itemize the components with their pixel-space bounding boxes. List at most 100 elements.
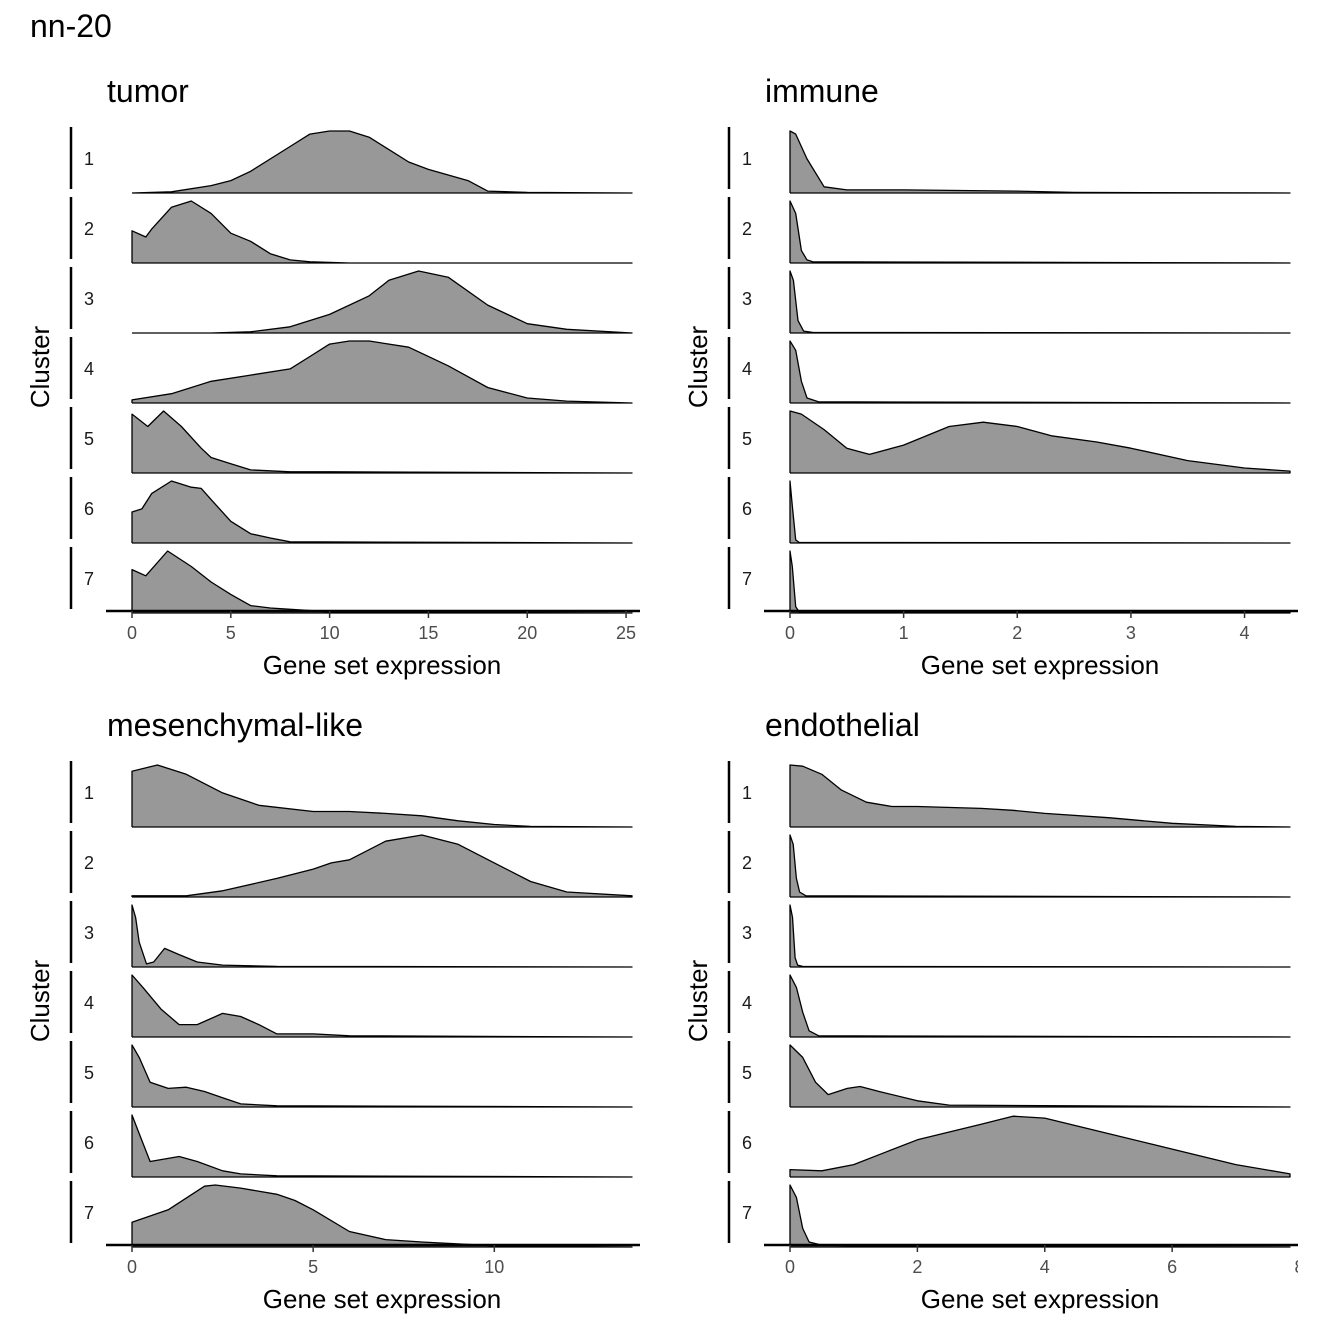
x-tick-label: 8 xyxy=(1295,1257,1298,1277)
ridge-fill-cluster-1 xyxy=(132,765,632,827)
ridge-line-cluster-2 xyxy=(789,200,1291,264)
ridge-fill-cluster-4 xyxy=(790,975,1290,1037)
x-tick-label: 0 xyxy=(785,1257,795,1277)
ridge-fill-cluster-7 xyxy=(132,551,632,613)
cluster-label-3: 3 xyxy=(84,923,94,943)
ridge-fill-cluster-6 xyxy=(790,481,1290,543)
panel-endothelial: endothelial Cluster 1 2 3 4 5 6 7 0 2 4 6 8 Gene set e… xyxy=(658,694,1298,1334)
ridge-fill-cluster-7 xyxy=(790,551,1290,613)
x-tick-label: 0 xyxy=(785,623,795,643)
ridge-fill-cluster-2 xyxy=(132,201,632,263)
ridge-fill-cluster-1 xyxy=(790,765,1290,827)
cluster-label-1: 1 xyxy=(742,149,752,169)
cluster-label-5: 5 xyxy=(742,429,752,449)
ridge-line-cluster-1 xyxy=(131,764,633,828)
x-tick-label: 0 xyxy=(127,623,137,643)
ridge-line-cluster-6 xyxy=(789,480,1291,544)
x-tick-label: 4 xyxy=(1240,623,1250,643)
cluster-label-5: 5 xyxy=(84,429,94,449)
chart-immune: immune Cluster 1 2 3 4 5 6 7 0 1 2 3 4 Gene set expres… xyxy=(683,73,1298,680)
cluster-label-2: 2 xyxy=(742,219,752,239)
panel-title-tumor: tumor xyxy=(107,73,189,109)
ridge-line-cluster-6 xyxy=(131,1114,633,1178)
cluster-label-6: 6 xyxy=(742,1133,752,1153)
x-axis-label: Gene set expression xyxy=(921,1284,1159,1314)
cluster-label-3: 3 xyxy=(742,923,752,943)
ridge-fill-cluster-5 xyxy=(132,411,632,473)
ridge-line-cluster-2 xyxy=(131,200,633,264)
ridge-fill-cluster-3 xyxy=(790,905,1290,967)
ridge-line-cluster-7 xyxy=(789,550,1291,614)
cluster-label-6: 6 xyxy=(84,1133,94,1153)
ridge-fill-cluster-1 xyxy=(132,131,632,193)
ridge-line-cluster-4 xyxy=(131,340,633,404)
x-tick-label: 15 xyxy=(418,623,438,643)
ridge-line-cluster-3 xyxy=(789,904,1291,968)
x-tick-label: 5 xyxy=(226,623,236,643)
x-tick-label: 10 xyxy=(320,623,340,643)
ridge-fill-cluster-2 xyxy=(790,835,1290,897)
ridge-line-cluster-2 xyxy=(789,834,1291,898)
ridge-fill-cluster-1 xyxy=(790,131,1290,193)
ridge-line-cluster-5 xyxy=(131,410,633,474)
ridge-line-cluster-6 xyxy=(131,480,633,544)
ridge-fill-cluster-4 xyxy=(790,341,1290,403)
x-tick-label: 1 xyxy=(899,623,909,643)
ridge-line-cluster-3 xyxy=(132,270,633,334)
x-tick-label: 10 xyxy=(484,1257,504,1277)
ridge-line-cluster-5 xyxy=(131,1044,633,1108)
ridge-line-cluster-5 xyxy=(789,410,1291,474)
cluster-label-1: 1 xyxy=(84,149,94,169)
x-tick-label: 2 xyxy=(912,1257,922,1277)
cluster-label-2: 2 xyxy=(84,853,94,873)
cluster-label-7: 7 xyxy=(84,569,94,589)
cluster-label-4: 4 xyxy=(84,359,94,379)
ridge-fill-cluster-4 xyxy=(132,341,632,403)
ridge-fill-cluster-7 xyxy=(132,1185,632,1247)
cluster-label-2: 2 xyxy=(742,853,752,873)
cluster-label-5: 5 xyxy=(742,1063,752,1083)
chart-endothelial: endothelial Cluster 1 2 3 4 5 6 7 0 2 4 6 8 Gene set e… xyxy=(683,707,1298,1314)
chart-tumor: tumor Cluster 1 2 3 4 5 6 7 0 5 10 15 20 25 Gene set ex… xyxy=(25,73,640,680)
cluster-label-4: 4 xyxy=(84,993,94,1013)
x-tick-label: 3 xyxy=(1126,623,1136,643)
ridge-line-cluster-1 xyxy=(789,764,1291,828)
panel-title-immune: immune xyxy=(765,73,879,109)
ridge-fill-cluster-5 xyxy=(132,1045,632,1107)
panel-title-mesenchymal-like: mesenchymal-like xyxy=(107,707,363,743)
ridge-line-cluster-1 xyxy=(789,130,1291,194)
ridge-line-cluster-3 xyxy=(789,270,1291,334)
x-axis-label: Gene set expression xyxy=(263,650,501,680)
cluster-label-1: 1 xyxy=(742,783,752,803)
ridge-line-cluster-4 xyxy=(131,974,633,1038)
x-axis-label: Gene set expression xyxy=(263,1284,501,1314)
ridge-line-cluster-1 xyxy=(131,130,633,194)
y-axis-label: Cluster xyxy=(683,959,713,1042)
ridge-line-cluster-3 xyxy=(131,904,633,968)
ridge-line-cluster-6 xyxy=(789,1115,1291,1178)
ridge-fill-cluster-7 xyxy=(790,1185,1290,1247)
ridge-fill-cluster-6 xyxy=(132,481,632,543)
ridge-fill-cluster-2 xyxy=(790,201,1290,263)
cluster-label-3: 3 xyxy=(84,289,94,309)
cluster-label-3: 3 xyxy=(742,289,752,309)
x-tick-label: 2 xyxy=(1012,623,1022,643)
ridge-line-cluster-5 xyxy=(789,1044,1291,1108)
cluster-label-5: 5 xyxy=(84,1063,94,1083)
x-tick-label: 5 xyxy=(308,1257,318,1277)
panel-tumor: tumor Cluster 1 2 3 4 5 6 7 0 5 10 15 20 25 Gene set ex… xyxy=(0,60,640,700)
x-tick-label: 0 xyxy=(127,1257,137,1277)
cluster-label-4: 4 xyxy=(742,993,752,1013)
ridge-line-cluster-4 xyxy=(789,340,1291,404)
x-tick-label: 6 xyxy=(1167,1257,1177,1277)
cluster-label-2: 2 xyxy=(84,219,94,239)
chart-mesenchymal-like: mesenchymal-like Cluster 1 2 3 4 5 6 7 0 5 10 Gene s… xyxy=(25,707,640,1314)
ridge-fill-cluster-5 xyxy=(790,1045,1290,1107)
panel-mesenchymal-like: mesenchymal-like Cluster 1 2 3 4 5 6 7 0 5 10 Gene s… xyxy=(0,694,640,1334)
x-axis-label: Gene set expression xyxy=(921,650,1159,680)
ridge-line-cluster-2 xyxy=(131,834,633,898)
x-tick-label: 4 xyxy=(1040,1257,1050,1277)
y-axis-label: Cluster xyxy=(683,325,713,408)
cluster-label-1: 1 xyxy=(84,783,94,803)
x-tick-label: 20 xyxy=(517,623,537,643)
